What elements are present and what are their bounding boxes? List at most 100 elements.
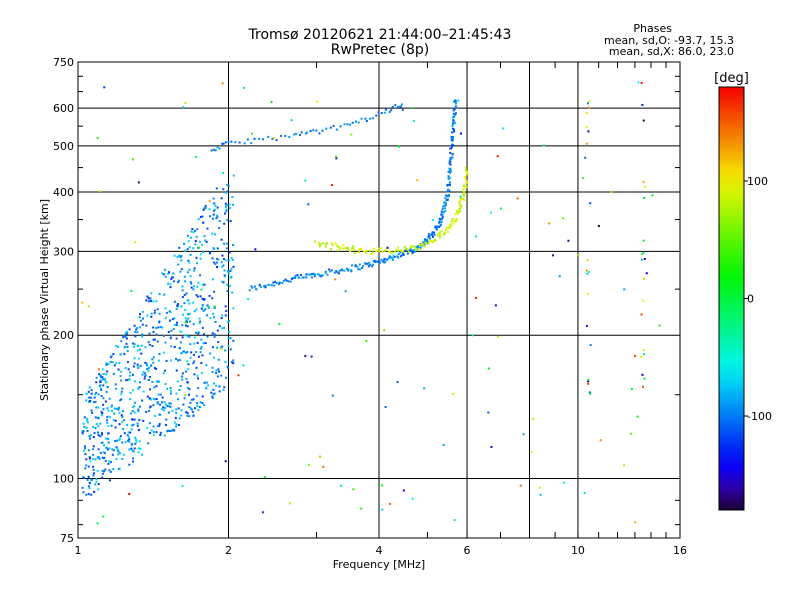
echo-point-cluster: [184, 370, 187, 373]
echo-point-cluster: [132, 460, 135, 463]
echo-point-cluster: [183, 397, 186, 400]
noise-echo-point: [641, 103, 644, 106]
echo-point-cluster: [159, 413, 162, 416]
echo-point-cluster: [145, 324, 148, 327]
echo-point-cluster: [157, 393, 160, 396]
echo-point-o-mode: [452, 121, 455, 124]
echo-point-o-mode: [383, 261, 386, 264]
echo-point-cluster: [102, 451, 105, 454]
echo-point-o-mode: [272, 281, 275, 284]
echo-point-cluster: [195, 256, 198, 259]
echo-point-cluster: [187, 393, 190, 396]
echo-point-o-mode: [388, 255, 391, 258]
noise-echo-point: [558, 275, 561, 278]
noise-echo-point: [186, 360, 189, 363]
echo-point-cluster: [211, 257, 214, 260]
echo-point-cluster: [175, 392, 178, 395]
echo-point-cluster: [102, 372, 105, 375]
noise-echo-point: [658, 324, 661, 327]
echo-point-cluster: [152, 361, 155, 364]
echo-point-x-mode: [384, 249, 387, 252]
noise-echo-point: [551, 254, 554, 257]
echo-point-o-mode: [390, 256, 393, 259]
noise-echo-point: [643, 196, 646, 199]
echo-point-cluster: [168, 310, 171, 313]
echo-point-cluster: [192, 323, 195, 326]
echo-point-cluster: [81, 432, 84, 435]
echo-point-cluster: [173, 254, 176, 257]
noise-echo-point: [261, 511, 264, 514]
echo-point-cluster: [187, 368, 190, 371]
echo-point-o-mode: [270, 284, 273, 287]
noise-echo-point: [585, 324, 588, 327]
echo-point-o-mode: [329, 270, 332, 273]
echo-point-cluster: [186, 387, 189, 390]
echo-point-second-hop: [369, 117, 372, 120]
echo-point-cluster: [111, 453, 114, 456]
echo-point-second-hop: [279, 134, 282, 137]
echo-point-x-mode: [438, 231, 441, 234]
echo-point-cluster: [201, 354, 204, 357]
echo-point-cluster: [136, 424, 139, 427]
echo-point-cluster: [175, 408, 178, 411]
noise-echo-point: [538, 486, 541, 489]
echo-point-cluster: [103, 456, 106, 459]
echo-point-cluster: [181, 372, 184, 375]
echo-point-cluster: [180, 259, 183, 262]
echo-point-o-mode: [305, 273, 308, 276]
echo-point-second-hop: [315, 129, 318, 132]
echo-point-x-mode: [399, 249, 402, 252]
echo-point-cluster: [115, 344, 118, 347]
echo-point-cluster: [192, 288, 195, 291]
echo-point-cluster: [190, 282, 193, 285]
echo-point-o-mode: [414, 250, 417, 253]
echo-point-second-hop: [250, 142, 253, 145]
echo-point-o-mode: [443, 211, 446, 214]
echo-point-cluster: [214, 263, 217, 266]
echo-point-second-hop: [306, 131, 309, 134]
echo-point-cluster: [215, 217, 218, 220]
noise-echo-point: [213, 305, 216, 308]
echo-point-cluster: [108, 447, 111, 450]
echo-point-cluster: [133, 330, 136, 333]
echo-point-cluster: [84, 467, 87, 470]
echo-point-o-mode: [341, 269, 344, 272]
echo-point-x-mode: [381, 250, 384, 253]
echo-point-cluster: [158, 320, 161, 323]
echo-point-cluster: [135, 328, 138, 331]
echo-point-o-mode: [397, 253, 400, 256]
echo-point-cluster: [95, 480, 98, 483]
echo-point-cluster: [202, 221, 205, 224]
echo-point-cluster: [220, 374, 223, 377]
echo-point-cluster: [99, 384, 102, 387]
echo-point-cluster: [127, 431, 130, 434]
echo-point-cluster: [153, 386, 156, 389]
echo-point-cluster: [103, 377, 106, 380]
echo-point-cluster: [88, 487, 91, 490]
echo-point-cluster: [193, 267, 196, 270]
echo-point-o-mode: [251, 286, 254, 289]
y-axis-label: Stationary phase Virtual Height [km]: [38, 199, 51, 401]
echo-point-cluster: [152, 300, 155, 303]
echo-point-x-mode: [429, 239, 432, 242]
noise-echo-point: [340, 484, 343, 487]
echo-point-o-mode: [451, 139, 454, 142]
echo-point-cluster: [88, 400, 91, 403]
echo-point-cluster: [216, 257, 219, 260]
echo-point-cluster: [87, 465, 90, 468]
echo-point-cluster: [170, 345, 173, 348]
noise-echo-point: [131, 158, 134, 161]
echo-point-o-mode: [349, 269, 352, 272]
echo-point-cluster: [142, 390, 145, 393]
noise-echo-point: [251, 132, 254, 135]
echo-point-cluster: [148, 332, 151, 335]
echo-point-x-mode: [449, 224, 452, 227]
echo-point-o-mode: [335, 270, 338, 273]
echo-point-x-mode: [463, 176, 466, 179]
echo-point-cluster: [203, 235, 206, 238]
echo-point-cluster: [164, 423, 167, 426]
echo-point-cluster: [204, 342, 207, 345]
noise-echo-point: [457, 99, 460, 102]
echo-point-cluster: [203, 297, 206, 300]
echo-point-x-mode: [318, 245, 321, 248]
